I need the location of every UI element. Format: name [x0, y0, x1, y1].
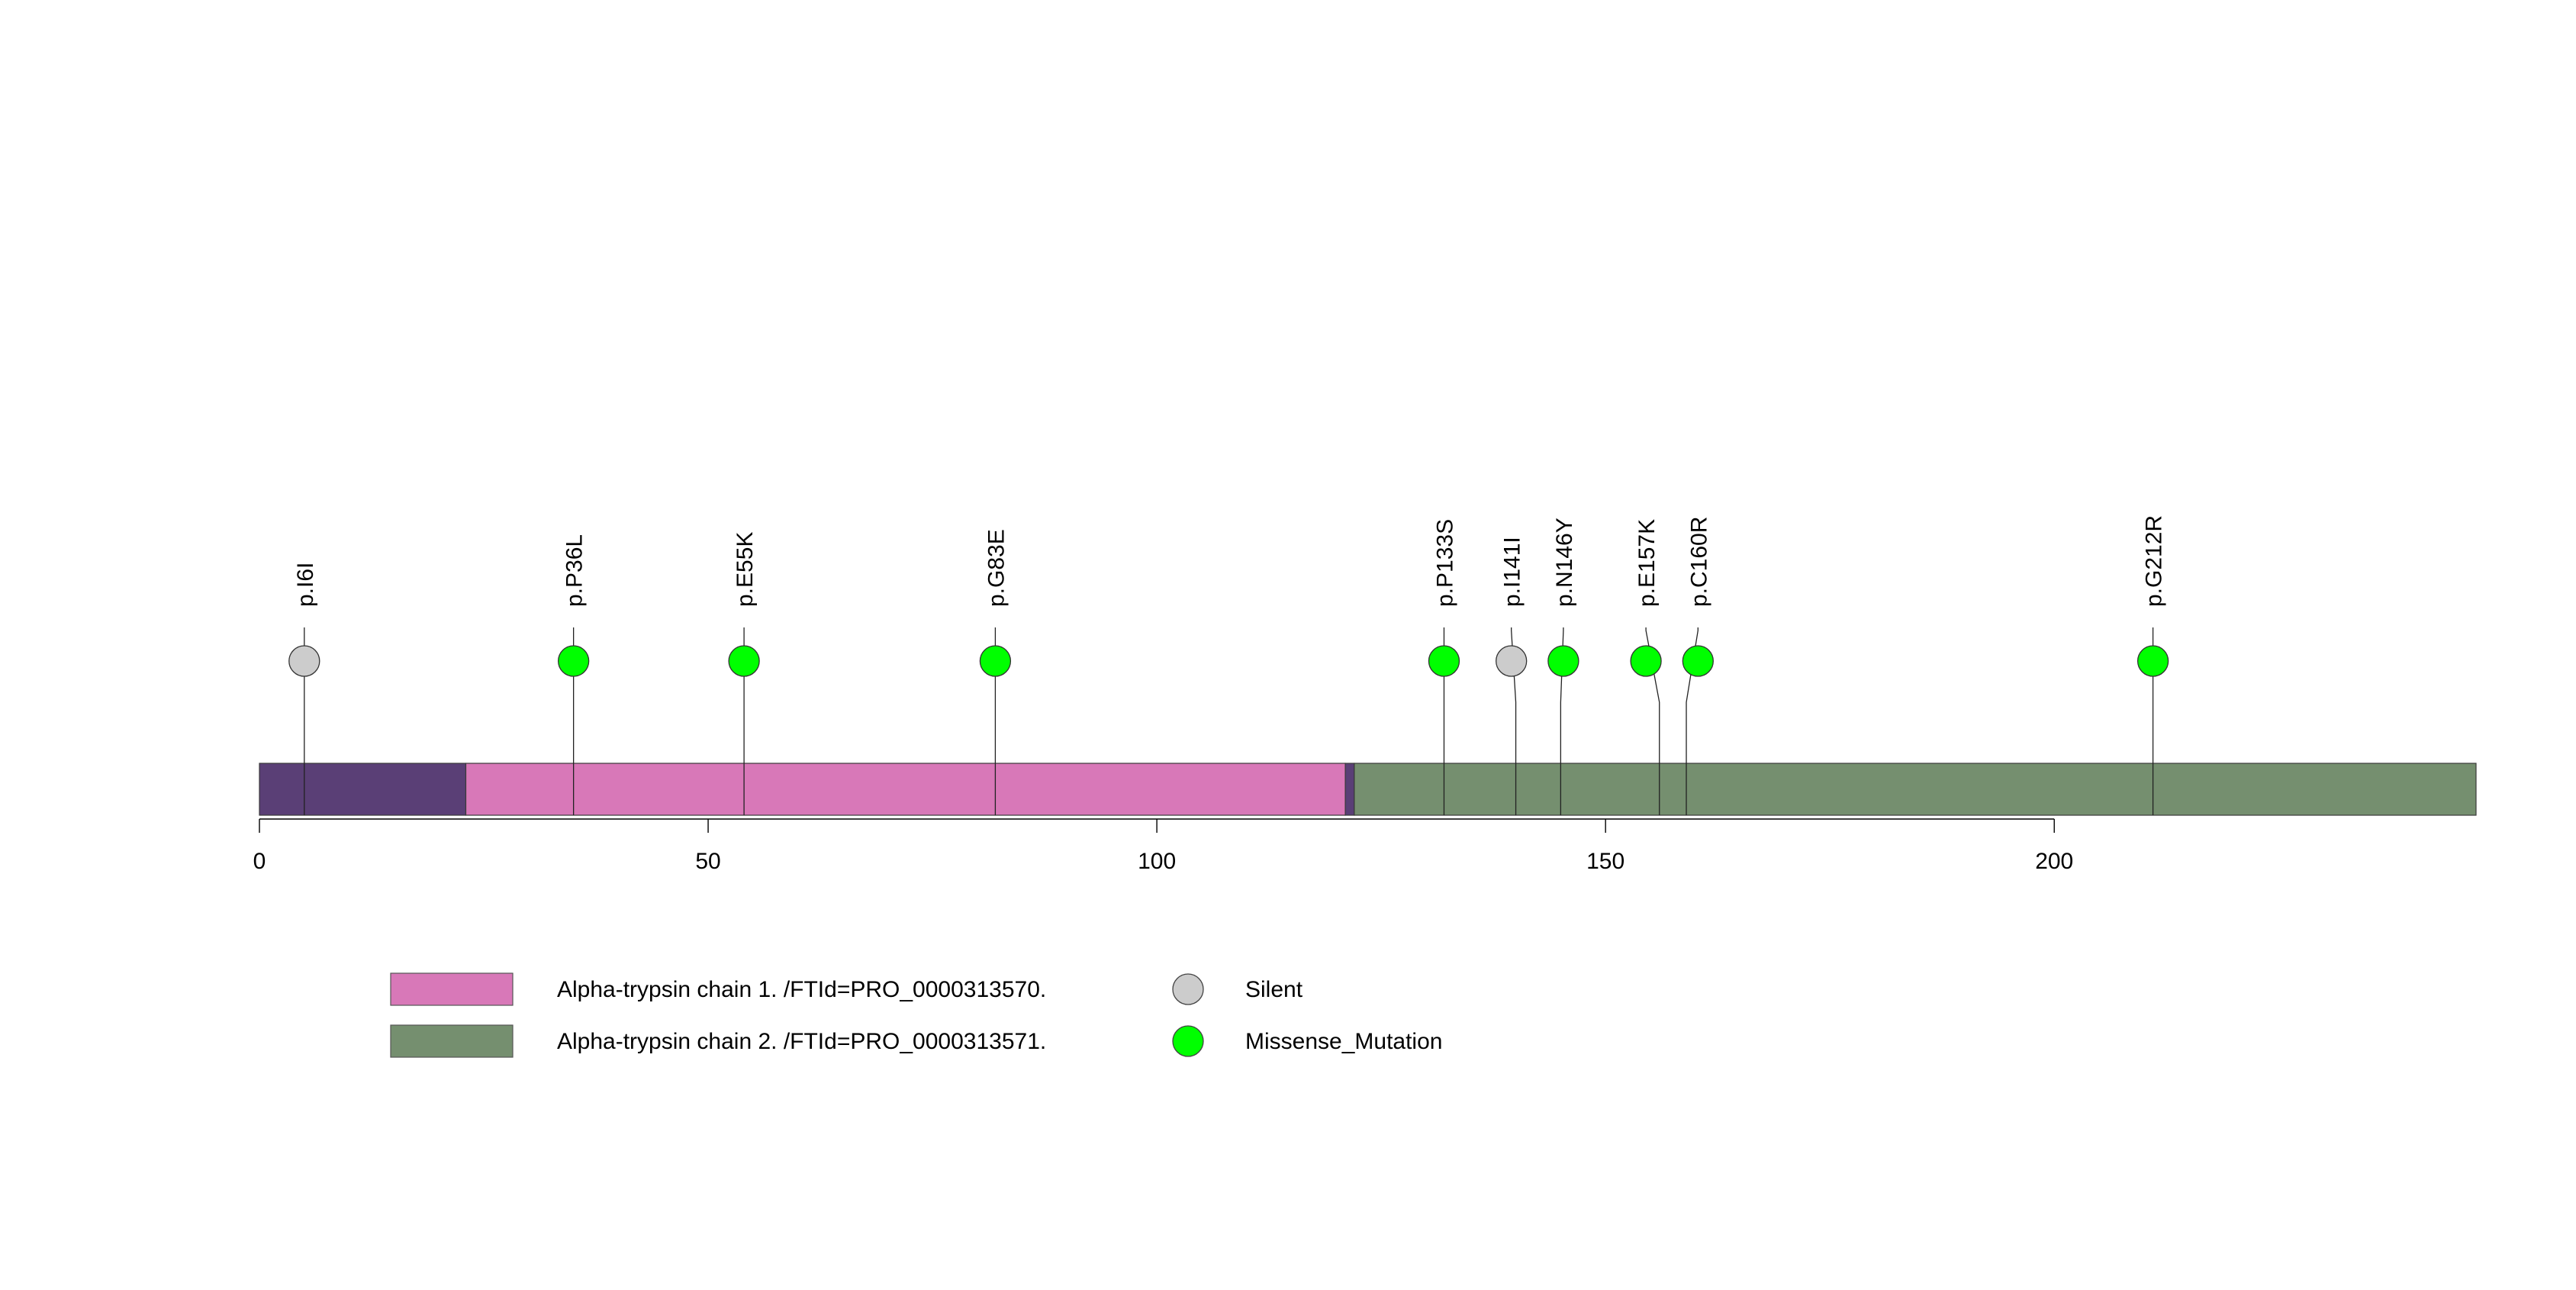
mutation-point-0 [288, 645, 320, 677]
legend-domain-label-1: Alpha-trypsin chain 2. /FTId=PRO_0000313… [557, 1029, 1046, 1054]
mutation-label-2: p.E55K [733, 532, 758, 607]
mutation-label-4: p.P133S [1432, 519, 1457, 607]
mutation-point-6 [1547, 645, 1579, 677]
mutation-label-1: p.P36L [562, 534, 588, 607]
axis-tick-label-4: 200 [2035, 849, 2073, 874]
axis-tick-label-0: 0 [253, 849, 266, 874]
legend-mutation-label-0: Silent [1245, 977, 1303, 1002]
x-axis: 0 50 100 150 200 [253, 818, 2073, 874]
region-2 [1344, 763, 1355, 816]
mutation-point-1 [557, 645, 590, 677]
mutation-point-4 [1428, 645, 1460, 677]
axis-tick-label-1: 50 [695, 849, 720, 874]
mutation-label-6: p.N146Y [1552, 518, 1577, 607]
mutation-label-8: p.C160R [1686, 517, 1711, 607]
mutation-point-9 [2136, 645, 2169, 677]
region-0 [259, 763, 467, 816]
mutation-points [288, 645, 2169, 677]
axis-tick-label-3: 150 [1586, 849, 1624, 874]
legend-domain-swatch-0 [390, 972, 514, 1006]
mutation-point-2 [728, 645, 760, 677]
axis-tick-label-2: 100 [1138, 849, 1176, 874]
legend: Alpha-trypsin chain 1. /FTId=PRO_0000313… [390, 972, 1442, 1058]
mutation-point-8 [1682, 645, 1714, 677]
legend-mutation-label-1: Missense_Mutation [1245, 1029, 1442, 1054]
mutation-labels: p.I6I p.P36L p.E55K p.G83E p.P133S p.I141I p.N… [293, 515, 2167, 607]
legend-domain-label-0: Alpha-trypsin chain 1. /FTId=PRO_0000313… [557, 977, 1046, 1002]
protein-regions [259, 763, 2477, 816]
mutation-point-7 [1630, 645, 1662, 677]
mutation-point-5 [1496, 645, 1528, 677]
legend-domain-swatch-1 [390, 1024, 514, 1058]
legend-mutation-swatch-1 [1172, 1025, 1204, 1057]
region-1 [465, 763, 1346, 816]
mutation-label-3: p.G83E [984, 529, 1009, 607]
mutation-label-9: p.G212R [2142, 515, 2167, 607]
mutation-label-0: p.I6I [293, 563, 318, 607]
mutation-label-5: p.I141I [1500, 537, 1525, 607]
mutation-label-7: p.E157K [1634, 519, 1660, 607]
region-3 [1354, 763, 2477, 816]
legend-mutation-swatch-0 [1172, 973, 1204, 1005]
mutation-point-3 [979, 645, 1012, 677]
